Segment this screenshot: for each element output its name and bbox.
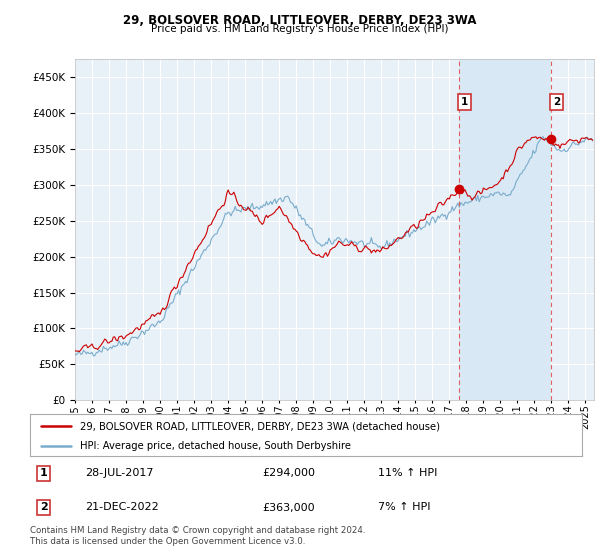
Text: 1: 1: [40, 468, 47, 478]
Text: 29, BOLSOVER ROAD, LITTLEOVER, DERBY, DE23 3WA (detached house): 29, BOLSOVER ROAD, LITTLEOVER, DERBY, DE…: [80, 421, 440, 431]
Bar: [459, 59, 551, 400]
Text: 7% ↑ HPI: 7% ↑ HPI: [378, 502, 430, 512]
Text: Price paid vs. HM Land Registry's House Price Index (HPI): Price paid vs. HM Land Registry's House …: [151, 24, 449, 34]
Text: 21-DEC-2022: 21-DEC-2022: [85, 502, 159, 512]
Text: 2: 2: [40, 502, 47, 512]
Text: HPI: Average price, detached house, South Derbyshire: HPI: Average price, detached house, Sout…: [80, 441, 350, 451]
Text: 1: 1: [461, 97, 468, 107]
Text: £294,000: £294,000: [262, 468, 315, 478]
Text: 11% ↑ HPI: 11% ↑ HPI: [378, 468, 437, 478]
Text: 28-JUL-2017: 28-JUL-2017: [85, 468, 154, 478]
Text: Contains HM Land Registry data © Crown copyright and database right 2024.
This d: Contains HM Land Registry data © Crown c…: [30, 526, 365, 546]
Text: £363,000: £363,000: [262, 502, 314, 512]
Text: 2: 2: [553, 97, 560, 107]
Text: 29, BOLSOVER ROAD, LITTLEOVER, DERBY, DE23 3WA: 29, BOLSOVER ROAD, LITTLEOVER, DERBY, DE…: [123, 14, 477, 27]
